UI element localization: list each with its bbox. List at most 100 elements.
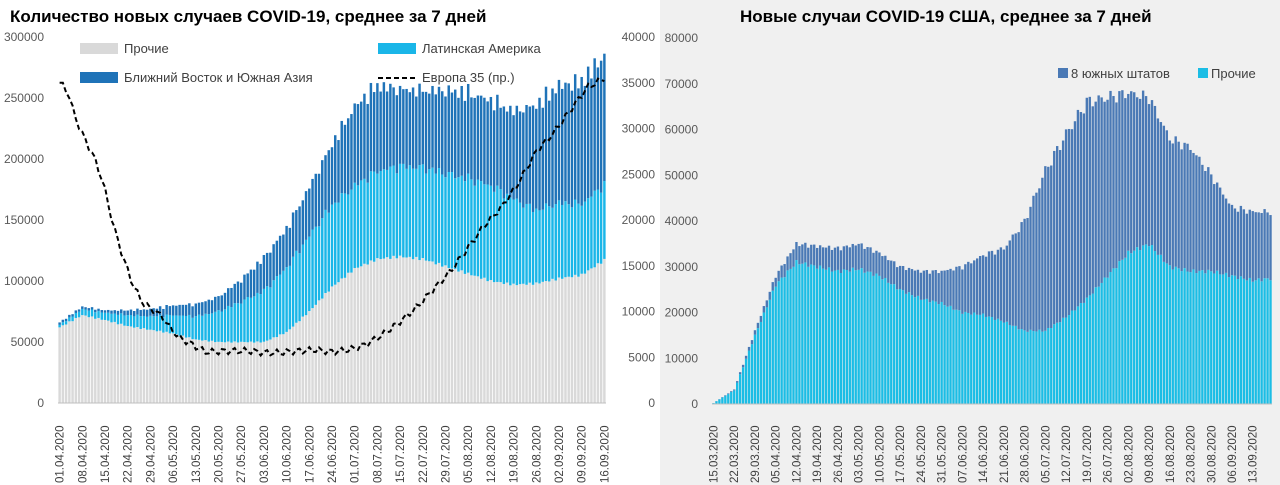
- x-tick-label: 03.06.2020: [259, 425, 271, 483]
- bar-middle-east-south-asia: [363, 93, 366, 179]
- bar-southern8: [1171, 143, 1174, 270]
- bar-southern8: [964, 264, 967, 312]
- x-tick-label: 12.07.2020: [1061, 425, 1073, 483]
- bar-others: [1230, 275, 1234, 404]
- bar-middle-east-south-asia: [327, 150, 330, 213]
- bar-middle-east-south-asia: [204, 301, 207, 314]
- bar-others: [1153, 251, 1157, 404]
- bar-others: [996, 318, 1000, 404]
- bar-latin-america: [259, 294, 262, 343]
- bar-others: [285, 331, 288, 403]
- bar-others: [919, 299, 923, 404]
- bar-southern8: [1109, 90, 1112, 272]
- bar-others: [64, 324, 68, 403]
- bar-others: [816, 268, 819, 404]
- bar-others: [418, 260, 421, 403]
- bar-middle-east-south-asia: [522, 112, 525, 208]
- bar-southern8: [1118, 91, 1121, 262]
- bar-middle-east-south-asia: [505, 111, 509, 194]
- x-tick-label: 28.06.2020: [1020, 425, 1032, 483]
- bar-southern8: [884, 255, 887, 278]
- bar-latin-america: [227, 305, 230, 342]
- bar-latin-america: [113, 313, 116, 322]
- bar-southern8: [890, 260, 893, 285]
- bar-southern8: [1103, 101, 1106, 278]
- bar-southern8: [1138, 98, 1142, 251]
- bar-others: [340, 278, 343, 403]
- bar-southern8: [937, 273, 940, 305]
- legend-latin-america-swatch: [378, 43, 416, 54]
- bar-southern8: [824, 247, 828, 270]
- bar-others: [904, 293, 908, 404]
- bar-middle-east-south-asia: [188, 303, 191, 315]
- y-tick-label-right: 10000: [622, 305, 656, 319]
- bar-southern8: [1227, 203, 1231, 278]
- bar-southern8: [738, 372, 742, 375]
- bar-others: [441, 266, 444, 403]
- bar-latin-america: [489, 185, 493, 280]
- bar-middle-east-south-asia: [408, 92, 412, 166]
- x-tick-label: 08.07.2020: [372, 425, 384, 483]
- bar-middle-east-south-asia: [395, 95, 399, 174]
- bar-middle-east-south-asia: [298, 206, 301, 254]
- bar-others: [1067, 315, 1071, 404]
- bar-middle-east-south-asia: [136, 308, 139, 315]
- bar-others: [949, 305, 952, 404]
- bar-latin-america: [395, 173, 399, 259]
- bar-latin-america: [431, 167, 434, 262]
- bar-middle-east-south-asia: [444, 96, 447, 178]
- bar-southern8: [869, 247, 872, 272]
- x-tick-label: 07.06.2020: [957, 425, 969, 483]
- bar-southern8: [1159, 122, 1163, 255]
- bar-middle-east-south-asia: [168, 306, 172, 315]
- bar-others: [765, 307, 768, 404]
- bar-latin-america: [84, 309, 87, 316]
- bar-southern8: [1245, 213, 1248, 281]
- y-tick-label-left: 150000: [4, 213, 44, 227]
- bar-southern8: [970, 263, 973, 315]
- bar-others: [262, 341, 266, 403]
- bar-others: [259, 342, 262, 403]
- bar-others: [818, 265, 822, 404]
- bar-others: [824, 269, 828, 404]
- bar-latin-america: [334, 202, 337, 285]
- bar-southern8: [1213, 184, 1216, 274]
- bar-others: [136, 327, 139, 403]
- bar-southern8: [878, 252, 881, 276]
- bar-southern8: [1230, 204, 1234, 276]
- bar-latin-america: [236, 303, 240, 343]
- bar-latin-america: [162, 317, 165, 333]
- bar-others: [408, 256, 412, 403]
- bar-middle-east-south-asia: [214, 296, 217, 312]
- bar-middle-east-south-asia: [453, 89, 457, 179]
- bar-others: [1156, 254, 1160, 404]
- bar-others: [993, 319, 997, 404]
- bar-southern8: [736, 381, 739, 383]
- bar-others: [789, 268, 792, 404]
- bar-southern8: [943, 270, 946, 306]
- bar-middle-east-south-asia: [573, 74, 577, 200]
- bar-others: [304, 315, 308, 403]
- bar-southern8: [789, 253, 792, 269]
- bar-middle-east-south-asia: [548, 100, 551, 207]
- y-tick-label-left: 300000: [4, 30, 44, 44]
- bar-others: [1070, 310, 1074, 404]
- bar-others: [1242, 278, 1246, 404]
- bar-middle-east-south-asia: [81, 306, 84, 309]
- x-tick-label: 09.08.2020: [1144, 425, 1156, 483]
- x-tick-label: 17.06.2020: [304, 425, 316, 483]
- bar-middle-east-south-asia: [308, 188, 311, 237]
- bar-middle-east-south-asia: [496, 94, 499, 186]
- bar-others: [473, 275, 476, 403]
- x-tick-label: 10.05.2020: [874, 425, 886, 483]
- bar-others: [866, 271, 869, 404]
- bar-middle-east-south-asia: [113, 310, 116, 314]
- bar-others: [810, 264, 813, 404]
- bar-middle-east-south-asia: [90, 307, 94, 310]
- bar-middle-east-south-asia: [369, 82, 373, 172]
- bar-southern8: [907, 267, 911, 293]
- bar-others: [1239, 276, 1243, 404]
- bar-others: [298, 321, 301, 403]
- bar-middle-east-south-asia: [528, 106, 532, 204]
